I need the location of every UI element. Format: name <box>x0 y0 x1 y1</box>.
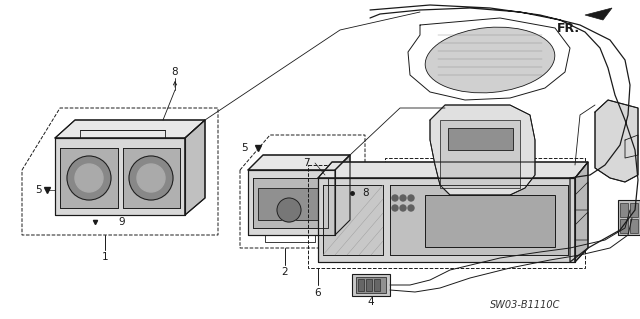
Bar <box>366 279 372 291</box>
Circle shape <box>400 205 406 211</box>
Polygon shape <box>335 155 350 235</box>
Text: 1: 1 <box>102 252 108 262</box>
Bar <box>356 277 386 293</box>
Text: 8: 8 <box>362 188 369 198</box>
Polygon shape <box>248 170 335 235</box>
Polygon shape <box>575 162 588 262</box>
Polygon shape <box>585 8 612 20</box>
Circle shape <box>392 195 398 201</box>
Text: 9: 9 <box>118 217 125 227</box>
Polygon shape <box>390 185 568 255</box>
Bar <box>258 188 320 220</box>
Circle shape <box>400 195 406 201</box>
Circle shape <box>137 164 165 192</box>
Circle shape <box>129 156 173 200</box>
Circle shape <box>75 164 103 192</box>
Bar <box>630 203 638 217</box>
Text: 6: 6 <box>315 288 321 298</box>
Bar <box>358 279 364 291</box>
Text: 8: 8 <box>172 67 179 77</box>
Text: 5: 5 <box>35 185 42 195</box>
Polygon shape <box>318 162 588 178</box>
Bar <box>440 120 520 188</box>
Bar <box>618 200 640 235</box>
Text: 7: 7 <box>303 158 310 168</box>
Circle shape <box>277 198 301 222</box>
Polygon shape <box>55 120 205 138</box>
Polygon shape <box>60 148 118 208</box>
Polygon shape <box>123 148 180 208</box>
Circle shape <box>408 205 414 211</box>
Polygon shape <box>185 120 205 215</box>
Bar <box>620 219 628 233</box>
Polygon shape <box>595 100 638 182</box>
Bar <box>448 128 513 150</box>
Polygon shape <box>253 178 328 228</box>
Ellipse shape <box>425 27 555 93</box>
Polygon shape <box>248 155 350 170</box>
Circle shape <box>67 156 111 200</box>
Text: 4: 4 <box>368 297 374 307</box>
Circle shape <box>408 195 414 201</box>
Polygon shape <box>430 105 535 195</box>
Bar <box>352 274 390 296</box>
Circle shape <box>392 205 398 211</box>
Bar <box>425 195 555 247</box>
Text: 2: 2 <box>282 267 288 277</box>
Polygon shape <box>318 178 575 262</box>
Text: SW03-B1110C: SW03-B1110C <box>490 300 561 310</box>
Bar <box>630 219 638 233</box>
Bar <box>374 279 380 291</box>
Polygon shape <box>55 138 185 215</box>
Text: 5: 5 <box>241 143 248 153</box>
Polygon shape <box>323 185 383 255</box>
Bar <box>620 203 628 217</box>
Text: FR.: FR. <box>557 22 580 35</box>
